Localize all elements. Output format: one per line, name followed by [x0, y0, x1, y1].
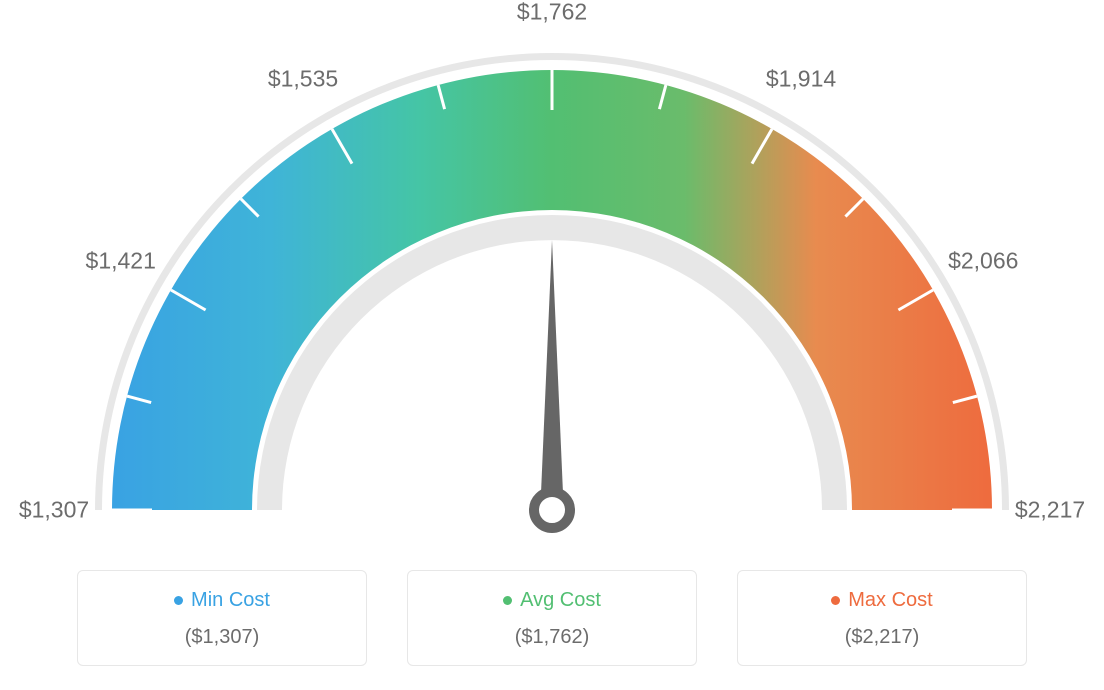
legend-title-avg: Avg Cost [503, 589, 601, 612]
legend-row: Min Cost ($1,307) Avg Cost ($1,762) Max … [0, 570, 1104, 666]
legend-label-min: Min Cost [191, 589, 270, 612]
legend-dot-avg [503, 596, 512, 605]
legend-box-max: Max Cost ($2,217) [737, 570, 1027, 666]
gauge-tick-label: $2,217 [1015, 497, 1085, 524]
gauge-tick-label: $1,914 [766, 65, 836, 92]
gauge-tick-label: $1,762 [517, 0, 587, 26]
gauge-svg [0, 0, 1104, 560]
legend-label-avg: Avg Cost [520, 589, 601, 612]
legend-box-min: Min Cost ($1,307) [77, 570, 367, 666]
gauge-tick-label: $1,535 [268, 65, 338, 92]
legend-value-max: ($2,217) [762, 626, 1002, 649]
legend-dot-max [831, 596, 840, 605]
cost-gauge: $1,307 $1,421 $1,535 $1,762 $1,914 $2,066 $2,2… [0, 0, 1104, 560]
gauge-tick-label: $1,421 [86, 248, 156, 275]
legend-dot-min [174, 596, 183, 605]
legend-value-avg: ($1,762) [432, 626, 672, 649]
gauge-tick-label: $1,307 [19, 497, 89, 524]
gauge-tick-label: $2,066 [948, 248, 1018, 275]
legend-label-max: Max Cost [848, 589, 932, 612]
legend-title-max: Max Cost [831, 589, 932, 612]
legend-box-avg: Avg Cost ($1,762) [407, 570, 697, 666]
legend-value-min: ($1,307) [102, 626, 342, 649]
legend-title-min: Min Cost [174, 589, 270, 612]
